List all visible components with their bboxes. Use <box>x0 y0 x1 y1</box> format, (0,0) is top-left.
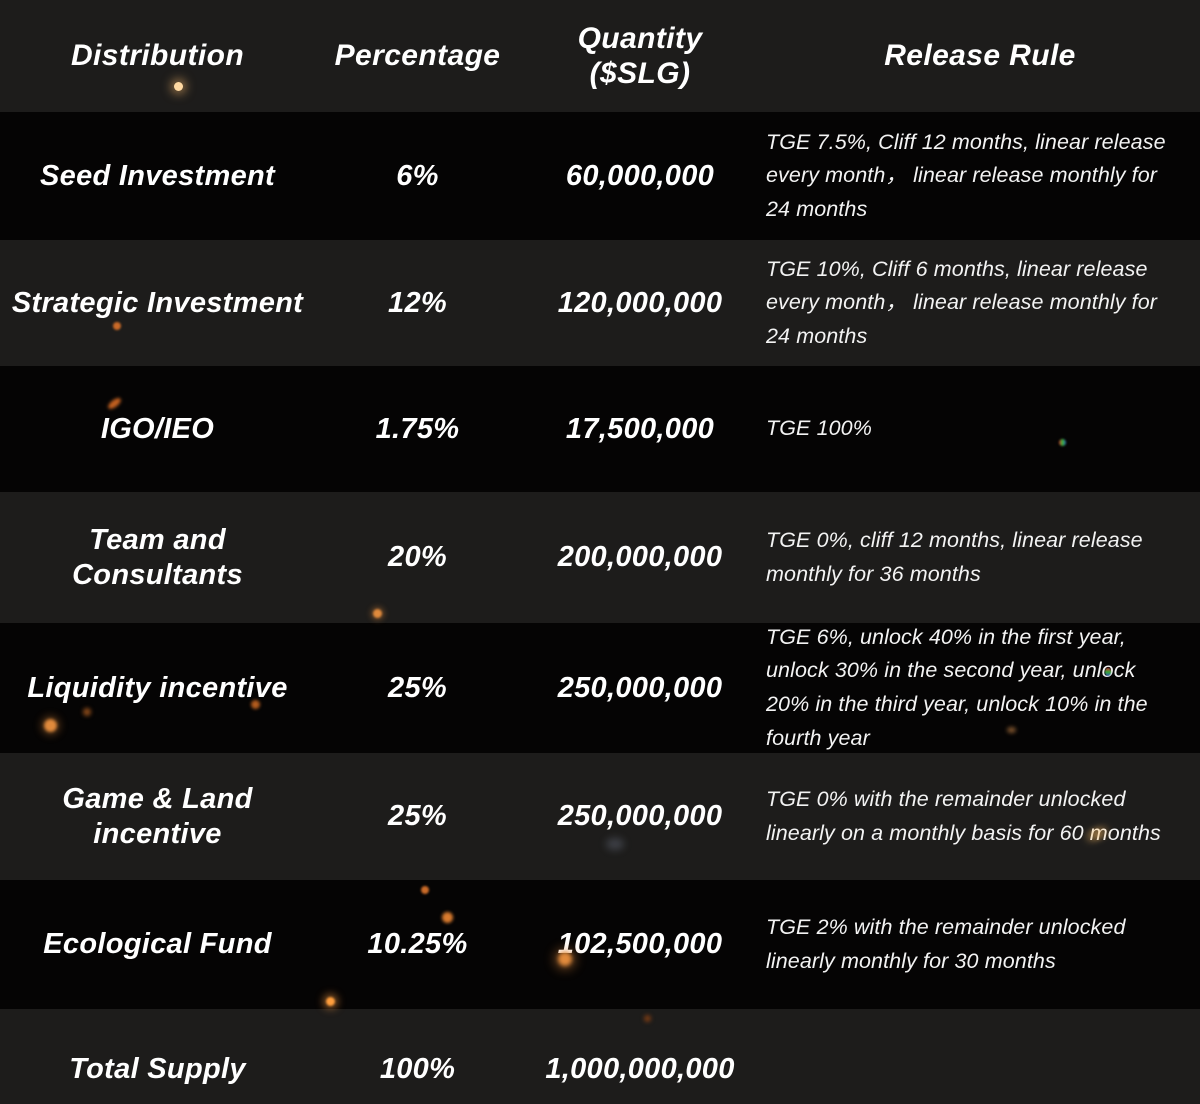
percentage-value: 25% <box>388 671 447 704</box>
distribution-value: Game & Land incentive <box>62 783 253 850</box>
distribution-value: Seed Investment <box>40 159 275 192</box>
release-rule-value: TGE 2% with the remainder unlocked linea… <box>766 914 1126 973</box>
percentage-value: 10.25% <box>367 928 468 961</box>
table-row-ecological-fund: Ecological Fund 10.25% 102,500,000 TGE 2… <box>0 880 1200 1009</box>
table-row-seed-investment: Seed Investment 6% 60,000,000 TGE 7.5%, … <box>0 112 1200 240</box>
quantity-value: 60,000,000 <box>565 159 715 192</box>
table-header-row: Distribution Percentage Quantity ($SLG) … <box>0 0 1200 112</box>
distribution-value: Team and Consultants <box>72 524 243 591</box>
percentage-value: 20% <box>388 541 447 574</box>
percentage-value: 6% <box>396 159 439 192</box>
release-rule-value: TGE 7.5%, Cliff 12 months, linear releas… <box>766 129 1166 221</box>
distribution-value: Total Supply <box>69 1053 246 1086</box>
percentage-value: 1.75% <box>375 412 460 445</box>
column-header-percentage: Percentage <box>334 39 501 73</box>
column-header-quantity: Quantity ($SLG) <box>577 21 703 90</box>
distribution-value: Ecological Fund <box>43 928 272 961</box>
percentage-value: 25% <box>388 800 447 833</box>
table-row-game-land-incentive: Game & Land incentive 25% 250,000,000 TG… <box>0 753 1200 880</box>
quantity-value: 102,500,000 <box>557 928 723 961</box>
release-rule-value: TGE 10%, Cliff 6 months, linear release … <box>766 256 1158 348</box>
distribution-value: Liquidity incentive <box>27 671 288 704</box>
distribution-value: IGO/IEO <box>100 412 215 445</box>
table-row-team-and-consultants: Team and Consultants 20% 200,000,000 TGE… <box>0 492 1200 623</box>
quantity-value: 250,000,000 <box>557 800 723 833</box>
release-rule-value: TGE 6%, unlock 40% in the first year, un… <box>766 624 1148 750</box>
quantity-value: 250,000,000 <box>557 671 723 704</box>
percentage-value: 12% <box>388 286 447 319</box>
table-row-igo-ieo: IGO/IEO 1.75% 17,500,000 TGE 100% <box>0 366 1200 492</box>
column-header-release-rule: Release Rule <box>884 39 1076 73</box>
quantity-value: 1,000,000,000 <box>545 1053 735 1086</box>
percentage-value: 100% <box>379 1053 456 1086</box>
table-row-strategic-investment: Strategic Investment 12% 120,000,000 TGE… <box>0 240 1200 366</box>
distribution-value: Strategic Investment <box>11 286 304 319</box>
release-rule-value: TGE 0%, cliff 12 months, linear release … <box>766 527 1143 586</box>
release-rule-value <box>760 1009 1200 1104</box>
quantity-value: 120,000,000 <box>557 286 723 319</box>
column-header-distribution: Distribution <box>70 39 245 73</box>
release-rule-value: TGE 100% <box>766 416 872 441</box>
table-row-liquidity-incentive: Liquidity incentive 25% 250,000,000 TGE … <box>0 623 1200 753</box>
release-rule-value: TGE 0% with the remainder unlocked linea… <box>766 786 1161 845</box>
quantity-value: 200,000,000 <box>557 541 723 574</box>
table-row-total-supply: Total Supply 100% 1,000,000,000 <box>0 1009 1200 1104</box>
quantity-value: 17,500,000 <box>565 412 715 445</box>
